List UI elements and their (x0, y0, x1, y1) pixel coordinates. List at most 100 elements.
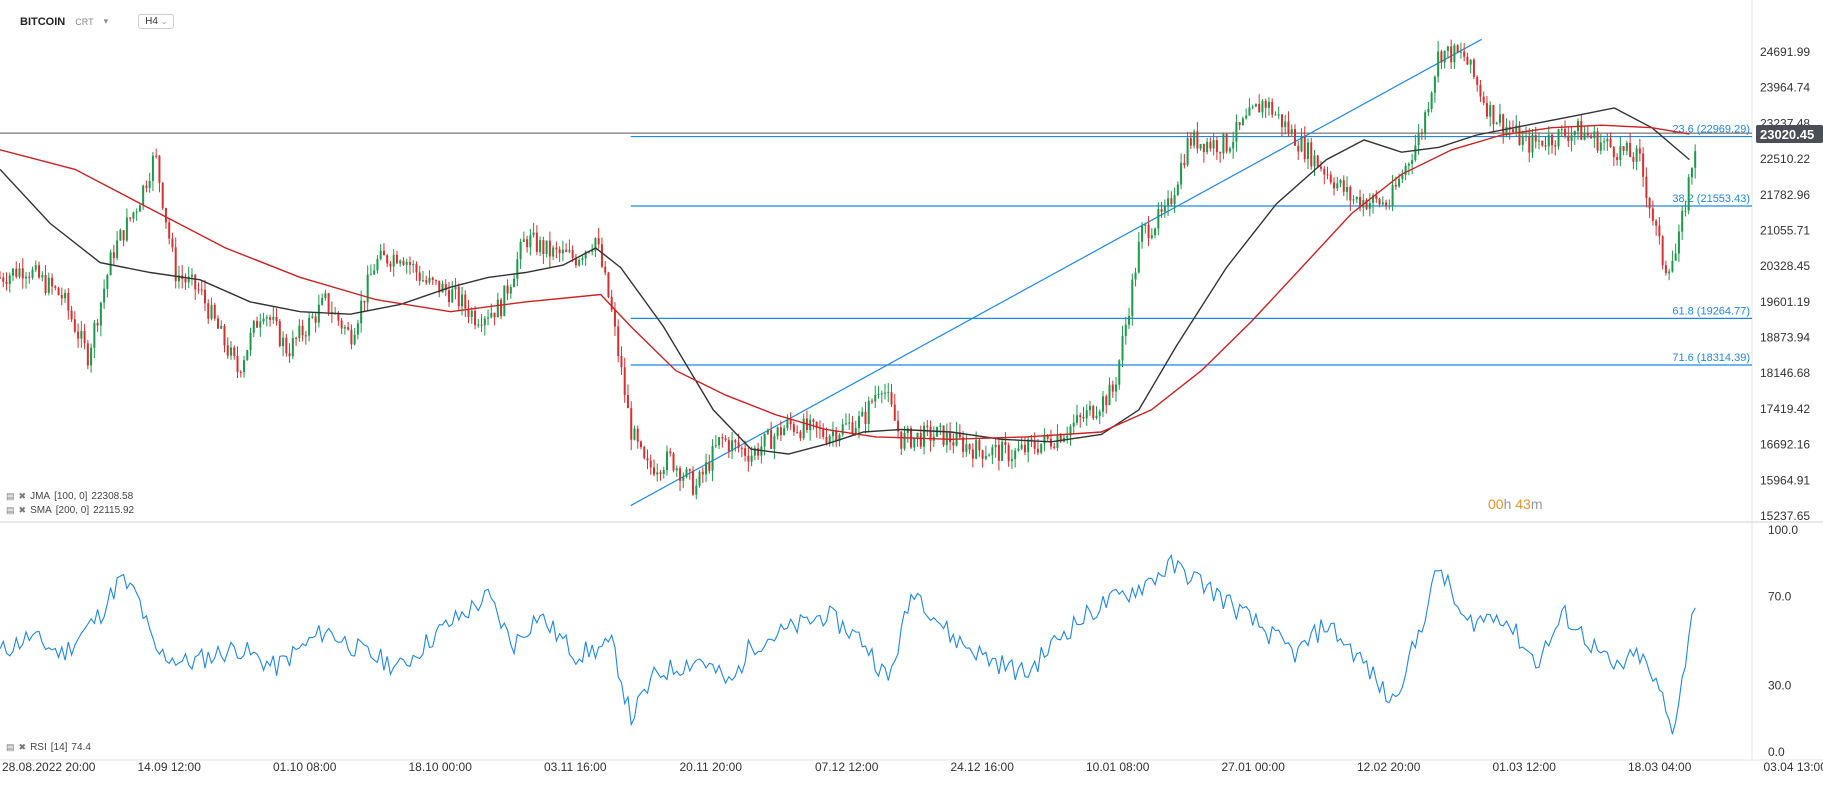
feed-label: CRT (75, 17, 93, 27)
candle-body (269, 317, 271, 319)
candle-body (1011, 459, 1013, 461)
price-tick-label: 22510.22 (1760, 152, 1810, 166)
candle-body (1261, 101, 1263, 113)
candle-body (1662, 236, 1664, 265)
candle-body (432, 278, 434, 280)
candle-body (617, 327, 619, 357)
candle-body (1170, 198, 1172, 204)
candle-body (985, 456, 987, 459)
candle-body (84, 331, 86, 344)
candle-body (1668, 271, 1670, 273)
candle-body (513, 279, 515, 287)
candle-body (113, 252, 115, 258)
candle-body (633, 429, 635, 440)
candle-body (793, 424, 795, 432)
candle-body (1050, 439, 1052, 447)
legend-sma[interactable]: ▤ ✖ SMA [200, 0] 22115.92 (6, 505, 134, 516)
candle-body (939, 425, 941, 426)
candle-body (1216, 140, 1218, 152)
timeframe-selector[interactable]: H4 ⌄ (138, 14, 174, 29)
candle-body (1327, 174, 1329, 175)
candle-body (1164, 205, 1166, 211)
chevron-down-icon[interactable]: ▾ (104, 16, 109, 27)
candle-body (978, 440, 980, 450)
candle-body (555, 248, 557, 250)
settings-icon[interactable]: ▤ (6, 742, 15, 753)
candle-body (435, 280, 437, 281)
candle-body (12, 269, 14, 276)
candle-body (949, 432, 951, 443)
candle-body (227, 345, 229, 355)
candle-body (1466, 57, 1468, 65)
candle-body (734, 440, 736, 442)
candle-body (106, 275, 108, 289)
candle-body (487, 317, 489, 318)
candle-body (1405, 166, 1407, 175)
candle-body (1118, 360, 1120, 384)
candle-body (790, 419, 792, 424)
candle-body (191, 275, 193, 277)
candle-body (71, 311, 73, 320)
candle-body (1242, 118, 1244, 125)
price-tick-label: 18146.68 (1760, 366, 1810, 380)
candle-body (1632, 157, 1634, 162)
candle-body (158, 156, 160, 183)
candle-body (1486, 103, 1488, 117)
candle-body (1021, 445, 1023, 449)
candle-body (1245, 116, 1247, 119)
candle-body (516, 259, 518, 278)
candle-body (1066, 436, 1068, 438)
candle-body (614, 310, 616, 327)
candle-body (1421, 133, 1423, 134)
candle-body (640, 442, 642, 448)
price-tick-label: 16692.16 (1760, 438, 1810, 452)
candle-body (894, 405, 896, 421)
legend-rsi-value: 74.4 (71, 742, 90, 753)
candle-body (373, 271, 375, 275)
candle-body (559, 249, 561, 253)
legend-rsi[interactable]: ▤ ✖ RSI [14] 74.4 (6, 742, 91, 753)
candle-body (1294, 129, 1296, 146)
symbol-name[interactable]: BITCOIN (20, 16, 65, 28)
candle-body (952, 442, 954, 445)
candle-body (1684, 211, 1686, 212)
candle-body (1115, 385, 1117, 392)
candle-body (1323, 169, 1325, 175)
candle-body (1545, 145, 1547, 146)
candle-body (1004, 442, 1006, 445)
candle-body (93, 323, 95, 348)
settings-icon[interactable]: ▤ (6, 491, 15, 502)
candle-body (490, 313, 492, 318)
candle-body (383, 251, 385, 256)
candle-body (1200, 144, 1202, 149)
candle-body (1229, 148, 1231, 151)
candle-body (259, 321, 261, 327)
candle-body (1096, 416, 1098, 418)
candle-body (1375, 195, 1377, 199)
candle-body (132, 212, 134, 218)
candle-body (471, 311, 473, 317)
candle-body (1183, 163, 1185, 165)
candle-body (1014, 451, 1016, 459)
candle-body (1671, 261, 1673, 272)
candle-body (1196, 131, 1198, 148)
candle-body (123, 230, 125, 240)
close-icon[interactable]: ✖ (19, 491, 27, 502)
candle-body (77, 332, 79, 339)
candle-body (773, 436, 775, 449)
candle-body (100, 303, 102, 326)
close-icon[interactable]: ✖ (19, 742, 27, 753)
settings-icon[interactable]: ▤ (6, 505, 15, 516)
close-icon[interactable]: ✖ (19, 505, 27, 516)
legend-jma[interactable]: ▤ ✖ JMA [100, 0] 22308.58 (6, 491, 133, 502)
candle-body (728, 440, 730, 451)
legend-jma-value: 22308.58 (91, 491, 133, 502)
candle-body (842, 424, 844, 434)
legend-rsi-params: [14] (51, 742, 68, 753)
candle-body (943, 425, 945, 445)
candle-body (1652, 208, 1654, 220)
candle-body (1128, 316, 1130, 325)
candle-body (1287, 122, 1289, 133)
candle-body (25, 277, 27, 279)
